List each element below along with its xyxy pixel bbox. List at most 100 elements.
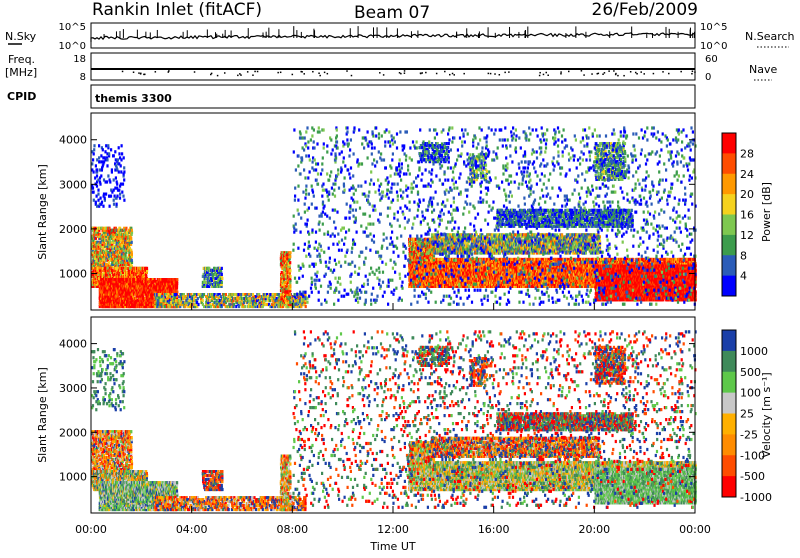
x-tick-label: 00:00 — [679, 523, 711, 536]
freq-dot — [292, 74, 294, 76]
freq-dot — [643, 73, 645, 75]
colorbar-tick-label: 12 — [740, 229, 754, 242]
nave-tick-high: 60 — [705, 54, 718, 65]
freq-dot — [598, 73, 600, 75]
freq-dot — [237, 75, 239, 77]
freq-dot — [224, 72, 226, 74]
power-y-label: Slant Range [km] — [36, 164, 49, 260]
freq-dot — [421, 72, 423, 74]
date-title: 26/Feb/2009 — [592, 0, 698, 20]
freq-dot — [239, 73, 241, 75]
freq-dot — [420, 73, 422, 75]
x-tick-label: 00:00 — [75, 523, 107, 536]
cpid-value: themis 3300 — [95, 92, 172, 105]
freq-dot — [194, 71, 196, 73]
colorbar-swatch — [722, 215, 736, 236]
colorbar-swatch — [722, 153, 736, 174]
colorbar-swatch — [722, 455, 736, 476]
station-title: Rankin Inlet (fitACF) — [92, 0, 262, 20]
freq-dot — [449, 74, 451, 76]
freq-dot — [254, 71, 256, 73]
freq-dot — [404, 72, 406, 74]
colorbar-swatch — [722, 414, 736, 435]
velocity-colorbar-label: Velocity [m s⁻¹] — [760, 372, 773, 457]
freq-dot — [436, 73, 438, 75]
colorbar-swatch — [722, 194, 736, 215]
nsearch-tick-high: 10^5 — [700, 22, 727, 33]
colorbar-tick-label: 24 — [740, 168, 754, 181]
freq-label: Freq. — [8, 53, 35, 66]
x-axis-label: Time UT — [369, 540, 415, 553]
cpid-label: CPID — [7, 90, 36, 103]
nsky-tick-high: 10^5 — [59, 22, 86, 33]
y-tick-label: 1000 — [59, 267, 87, 280]
freq-dot — [452, 73, 454, 75]
freq-dot — [383, 74, 385, 76]
y-tick-label: 4000 — [59, 338, 87, 351]
freq-dot — [499, 74, 501, 76]
nsky-line — [91, 33, 695, 42]
freq-dot — [543, 74, 545, 76]
freq-trace — [91, 69, 696, 76]
freq-dot — [257, 71, 259, 73]
colorbar-tick-label: 16 — [740, 209, 754, 222]
colorbar-tick-label: 100 — [740, 387, 761, 400]
freq-dot — [301, 71, 303, 73]
freq-dot — [303, 73, 305, 75]
colorbar-tick-label: 28 — [740, 147, 754, 160]
freq-dot — [560, 71, 562, 73]
y-tick-label: 2000 — [59, 223, 87, 236]
freq-dot — [312, 71, 314, 73]
y-tick-label: 3000 — [59, 178, 87, 191]
velocity-heatmap — [91, 330, 697, 511]
freq-dot — [630, 71, 632, 73]
freq-dot — [143, 74, 145, 76]
freq-dot — [591, 73, 593, 75]
freq-dot — [404, 70, 406, 72]
colorbar-swatch — [722, 351, 736, 372]
freq-dot — [425, 72, 427, 74]
colorbar-swatch — [722, 174, 736, 195]
freq-dot — [640, 71, 642, 73]
colorbar-swatch — [722, 330, 736, 351]
freq-dot — [668, 73, 670, 75]
freq-dot — [653, 73, 655, 75]
freq-dot — [247, 71, 249, 73]
freq-dot — [568, 71, 570, 73]
x-tick-label: 16:00 — [478, 523, 510, 536]
beam-title: Beam 07 — [354, 3, 430, 23]
freq-dot — [691, 73, 693, 75]
x-tick-label: 12:00 — [377, 523, 409, 536]
freq-dot — [680, 71, 682, 73]
freq-dot — [400, 73, 402, 75]
colorbar-swatch — [722, 255, 736, 276]
colorbar-swatch — [722, 276, 736, 297]
freq-dot — [488, 73, 490, 75]
freq-dot — [547, 75, 549, 77]
colorbar-swatch — [722, 372, 736, 393]
freq-dot — [277, 72, 279, 74]
freq-dot — [692, 71, 694, 73]
freq-dot — [138, 72, 140, 74]
freq-dot — [155, 71, 157, 73]
freq-tick-high: 18 — [73, 54, 86, 65]
colorbar-swatch — [722, 133, 736, 154]
freq-dot — [560, 73, 562, 75]
freq-dot — [623, 75, 625, 77]
y-tick-label: 2000 — [59, 426, 87, 439]
nsky-tick-low: 10^0 — [59, 41, 86, 52]
freq-dot — [508, 71, 510, 73]
nsearch-tick-low: 10^0 — [700, 41, 727, 52]
power-colorbar-label: Power [dB] — [760, 182, 773, 242]
freq-unit: [MHz] — [5, 66, 37, 79]
freq-dot — [324, 72, 326, 74]
colorbar-swatch — [722, 476, 736, 497]
nsky-trace — [91, 26, 695, 42]
nave-label: Nave — [749, 63, 777, 76]
freq-dot — [319, 75, 321, 77]
nsky-label: N.Sky — [5, 30, 37, 43]
